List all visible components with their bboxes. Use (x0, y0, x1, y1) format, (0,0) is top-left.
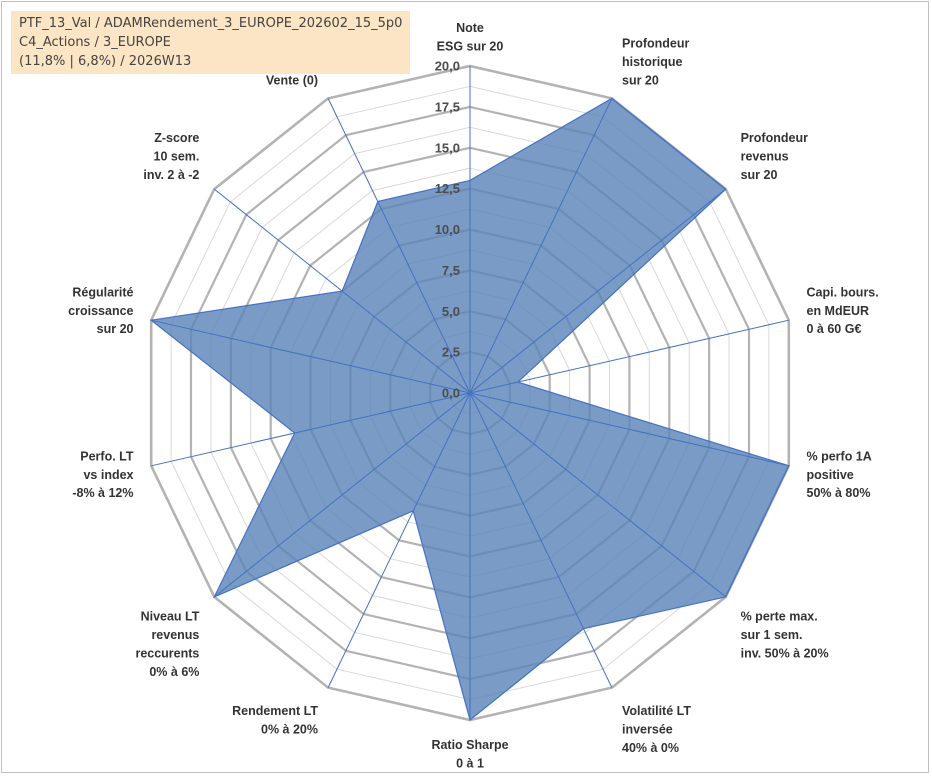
axis-label: % perfo 1A positive 50% à 80% (807, 449, 872, 500)
radial-tick-label: 7,5 (442, 263, 460, 278)
axis-label: Régularité croissance sur 20 (68, 285, 133, 336)
radar-spoke (469, 392, 613, 688)
axis-label: Perfo. LT vs index -8% à 12% (72, 449, 134, 500)
axis-label-line: -8% à 12% (72, 486, 133, 500)
axis-label-line: 0 à 60 G€ (807, 322, 862, 336)
radial-tick-labels: 0,0 2,5 5,0 7,5 10,0 12,5 15,0 17,5 20,0 (435, 59, 460, 401)
axis-label: Z-score 10 sem. inv. 2 à -2 (143, 131, 199, 182)
axis-label-line: 40% à 0% (622, 741, 679, 755)
axis-label-line: Ratio Sharpe (431, 738, 508, 752)
axis-label-line: revenus (741, 150, 789, 164)
axis-label-line: Régularité (72, 285, 133, 299)
axis-label-line: reccurents (135, 646, 199, 660)
axis-label-line: positive (807, 468, 854, 482)
axis-label-line: sur 20 (622, 73, 659, 87)
axis-label: Ratio Sharpe 0 à 1 (431, 738, 508, 770)
radar-spokes (151, 66, 789, 720)
radar-spoke (327, 392, 471, 688)
axis-label-line: inv. 50% à 20% (741, 646, 829, 660)
radial-tick-label: 5,0 (442, 304, 460, 319)
axis-label-line: 0% à 20% (261, 723, 318, 737)
radial-tick-label: 12,5 (435, 181, 460, 196)
axis-label-line: vs index (83, 468, 133, 482)
axis-label-line: historique (622, 55, 682, 69)
radar-spoke (469, 392, 727, 598)
radial-tick-label: 10,0 (435, 222, 460, 237)
axis-label-line: revenus (151, 628, 199, 642)
radar-spoke (469, 188, 727, 394)
axis-label-line: Note (456, 21, 484, 35)
axis-label-line: sur 20 (97, 322, 134, 336)
axis-label-line: Volatilité LT (622, 704, 691, 718)
radar-spoke (151, 392, 471, 467)
axis-label-line: sur 1 sem. (741, 628, 803, 642)
axis-label-line: sur 20 (741, 168, 778, 182)
radar-spoke (327, 98, 471, 394)
radial-tick-label: 20,0 (435, 59, 460, 74)
axis-label-line: Niveau LT (141, 610, 200, 624)
radar-spoke (213, 188, 471, 394)
axis-label-line: Profondeur (622, 37, 689, 51)
axis-label-line: Rendement LT (232, 704, 318, 718)
axis-label-line: % perfo 1A (807, 449, 872, 463)
radial-tick-label: 0,0 (442, 386, 460, 401)
axis-label-line: inv. 2 à -2 (143, 168, 199, 182)
axis-label: Niveau LT revenus reccurents 0% à 6% (135, 610, 199, 679)
axis-label: Profondeur historique sur 20 (622, 37, 689, 88)
radial-tick-label: 17,5 (435, 99, 460, 114)
portfolio-category: C4_Actions / 3_EUROPE (19, 35, 171, 50)
portfolio-stats: (11,8% | 6,8%) / 2026W13 (19, 54, 192, 69)
axis-label: Volatilité LT inversée 40% à 0% (622, 704, 691, 755)
radar-spoke (469, 392, 789, 467)
axis-label-line: Vente (0) (266, 73, 318, 87)
portfolio-info-box: PTF_13_Val / ADAMRendement_3_EUROPE_2026… (11, 11, 410, 74)
axis-label: Rendement LT 0% à 20% (232, 704, 318, 736)
axis-label-line: Perfo. LT (80, 449, 134, 463)
axis-label-line: croissance (68, 304, 133, 318)
radial-tick-label: 15,0 (435, 140, 460, 155)
axis-label-line: 10 sem. (154, 150, 200, 164)
axis-label-line: 50% à 80% (807, 486, 871, 500)
radial-tick-label: 2,5 (442, 345, 460, 360)
axis-label-line: 0% à 6% (149, 665, 199, 679)
axis-label: Capi. bours. en MdEUR 0 à 60 G€ (807, 285, 879, 336)
axis-label-line: inversée (622, 723, 673, 737)
radar-spoke (469, 319, 789, 394)
axis-label-line: % perte max. (741, 610, 818, 624)
axis-label-line: Capi. bours. (807, 285, 879, 299)
axis-label: Profondeur revenus sur 20 (741, 131, 808, 182)
radar-spoke (151, 319, 471, 394)
axis-label: Note ESG sur 20 (437, 21, 504, 53)
axis-label-line: ESG sur 20 (437, 40, 504, 54)
axis-labels: Note ESG sur 20 Profondeur historique sur 20… (68, 21, 879, 770)
portfolio-name: PTF_13_Val / ADAMRendement_3_EUROPE_2026… (19, 16, 403, 31)
axis-label-line: 0 à 1 (456, 756, 484, 770)
axis-label-line: Profondeur (741, 131, 808, 145)
radar-spoke (469, 98, 613, 394)
radar-spoke (213, 392, 471, 598)
axis-label: % perte max. sur 1 sem. inv. 50% à 20% (741, 610, 829, 661)
axis-label-line: Z-score (154, 131, 199, 145)
axis-label-line: en MdEUR (807, 304, 870, 318)
